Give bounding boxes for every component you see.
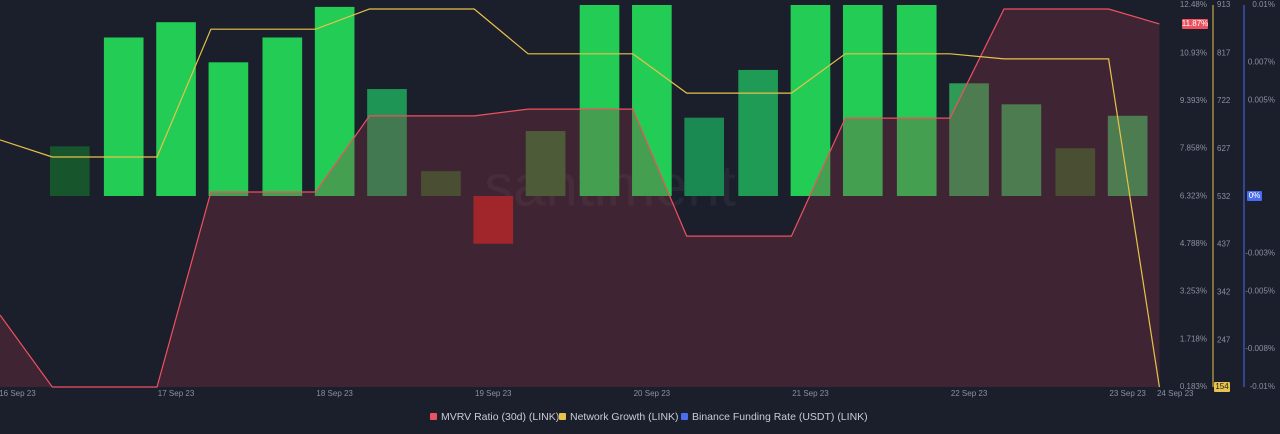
funding-bar [525,131,566,196]
y-tick-label: 12.48% [1180,0,1207,9]
x-tick-label: 20 Sep 23 [634,389,671,398]
x-tick-label: 16 Sep 23 [0,389,36,398]
y2-tick-label: 913 [1217,0,1231,9]
y3-tick-label: 0% [1249,191,1261,200]
x-tick-label: 23 Sep 23 [1109,389,1146,398]
y2-tick-label: 342 [1217,287,1231,296]
network-badge [1214,382,1230,392]
y2-tick-label: 437 [1217,240,1231,249]
legend-swatch [559,413,566,420]
funding-bar [262,37,303,196]
funding-bar [579,5,620,196]
x-tick-label: 17 Sep 23 [158,389,195,398]
y2-tick-label: 247 [1217,335,1231,344]
funding-bar [421,171,461,196]
y3-tick-label: -0.005% [1245,287,1275,296]
funding-bar [208,62,249,196]
funding-bar [738,69,778,196]
legend-label: MVRV Ratio (30d) (LINK) [441,411,559,423]
series-line [0,8,1160,388]
y2-tick-label: 627 [1217,144,1231,153]
network-value-label: 154 [1215,382,1229,391]
x-tick-label: 22 Sep 23 [951,389,988,398]
funding-bar [49,146,90,196]
y3-tick-label: -0.003% [1245,248,1275,257]
legend-label: Binance Funding Rate (USDT) (LINK) [692,411,868,423]
y3-tick-label: -0.008% [1245,344,1275,353]
funding-bar [103,37,144,196]
mvrv-area [0,9,1160,387]
y3-tick-label: -0.01% [1250,382,1275,391]
legend-label: Network Growth (LINK) [570,411,679,423]
y-tick-label: 10.93% [1180,48,1207,57]
funding-bar [367,89,407,196]
y3-tick-label: 0.007% [1248,57,1275,66]
x-tick-label: 18 Sep 23 [316,389,353,398]
y-tick-label: 4.788% [1180,239,1207,248]
funding-bar [896,5,937,196]
mvrv-badge [1182,18,1208,29]
mvrv-value-label: 11.87% [1182,19,1209,28]
funding-bar [156,22,196,196]
series-line [0,8,1160,388]
y-tick-label: 7.858% [1180,144,1207,153]
funding-bar [949,83,989,196]
funding-bar [684,117,725,196]
y3-tick-label: 0.005% [1248,96,1275,105]
funding-bar [1001,104,1042,196]
y2-tick-label: 532 [1217,192,1231,201]
funding-bar [842,5,883,196]
funding-bar [1055,148,1096,196]
x-tick-label: 19 Sep 23 [475,389,512,398]
y-tick-label: 9.393% [1180,96,1207,105]
y2-tick-label: 722 [1217,96,1231,105]
x-tick-label: 24 Sep 23 [1157,389,1194,398]
y-tick-label: 6.323% [1180,191,1207,200]
y2-tick-label: 817 [1217,48,1231,57]
y3-zero-badge [1247,191,1262,201]
y-tick-label: 3.253% [1180,287,1207,296]
y3-tick-label: 0.01% [1252,0,1275,9]
funding-bar [473,196,514,244]
y-tick-label: 0.183% [1180,382,1207,391]
legend-swatch [430,413,437,420]
funding-bar [632,5,672,196]
legend-swatch [681,413,688,420]
x-tick-label: 21 Sep 23 [792,389,829,398]
y-tick-label: 1.718% [1180,334,1207,343]
